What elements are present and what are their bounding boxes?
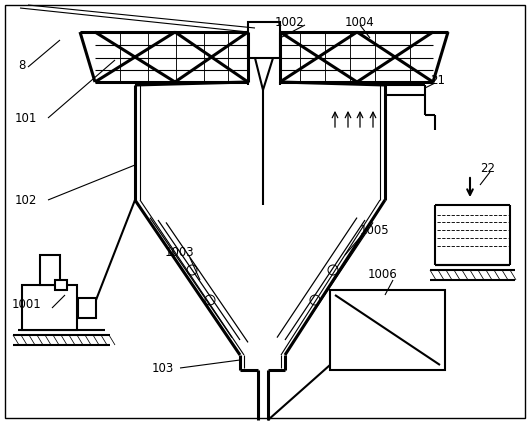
- Text: 1003: 1003: [165, 247, 195, 259]
- Text: 8: 8: [18, 58, 25, 71]
- Text: 1001: 1001: [12, 299, 42, 311]
- Text: 1005: 1005: [360, 223, 390, 236]
- Bar: [248, 22, 280, 58]
- Text: 1006: 1006: [368, 269, 398, 281]
- Text: 1004: 1004: [345, 16, 375, 28]
- Bar: [78, 298, 96, 318]
- Bar: [55, 280, 67, 290]
- Bar: [330, 290, 445, 370]
- Text: 101: 101: [15, 112, 37, 124]
- Text: 102: 102: [15, 193, 37, 206]
- Text: 1002: 1002: [275, 16, 305, 28]
- Text: 22: 22: [480, 162, 495, 175]
- Bar: [40, 255, 60, 285]
- Bar: [22, 285, 77, 330]
- Text: 21: 21: [430, 74, 445, 86]
- Text: 103: 103: [152, 362, 174, 374]
